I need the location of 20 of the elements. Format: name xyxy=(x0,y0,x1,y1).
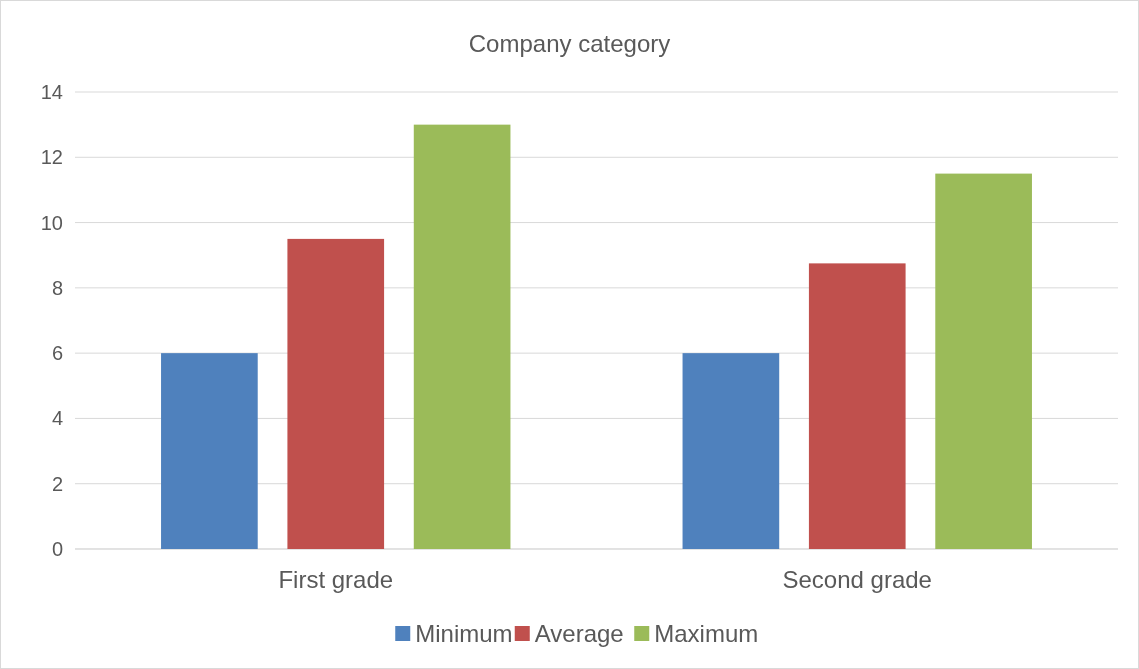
y-tick-label: 0 xyxy=(51,538,63,560)
bar xyxy=(161,353,258,549)
y-tick-label: 8 xyxy=(51,276,63,299)
legend-label: Maximum xyxy=(654,620,759,648)
legend-label: Average xyxy=(534,620,624,648)
bar xyxy=(808,263,906,549)
chart-title: Company category xyxy=(468,30,671,57)
bar xyxy=(682,353,780,549)
y-tick-label: 6 xyxy=(51,342,63,365)
y-tick-label: 14 xyxy=(40,81,63,103)
legend-label: Minimum xyxy=(415,620,513,648)
bar xyxy=(413,124,511,549)
bar xyxy=(287,238,385,549)
bar xyxy=(935,173,1032,549)
y-tick-label: 10 xyxy=(40,211,63,234)
y-tick-label: 12 xyxy=(40,146,63,169)
y-tick-label: 4 xyxy=(51,407,63,430)
x-tick-label: First grade xyxy=(278,566,394,593)
y-tick-label: 2 xyxy=(51,472,63,495)
x-tick-label: Second grade xyxy=(782,566,932,593)
